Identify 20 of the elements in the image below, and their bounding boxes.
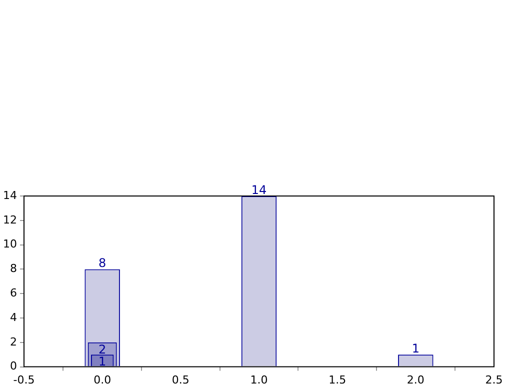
data-label: 8	[98, 256, 106, 270]
x-tick-label: 2.0	[406, 373, 424, 386]
x-tick-label: 0.5	[172, 373, 190, 386]
x-tick-label: -0.5	[13, 373, 35, 386]
x-tick-label: 2.5	[485, 373, 503, 386]
data-label: 2	[98, 342, 106, 356]
x-tick-label: 0.0	[94, 373, 112, 386]
y-tick-label: 2	[10, 335, 17, 348]
data-label: 1	[412, 342, 420, 356]
y-tick-label: 4	[10, 310, 17, 324]
x-tick-label: 1.5	[328, 373, 346, 386]
y-tick-label: 10	[2, 238, 17, 251]
data-label: 1	[98, 354, 106, 369]
y-tick-label: 12	[2, 213, 17, 226]
y-tick-label: 8	[10, 262, 17, 276]
x-tick-label: 1.0	[250, 373, 268, 386]
y-tick-label: 0	[10, 360, 17, 373]
data-label: 14	[251, 183, 267, 197]
y-tick-label: 6	[10, 286, 17, 300]
y-tick-label: 14	[2, 188, 17, 202]
